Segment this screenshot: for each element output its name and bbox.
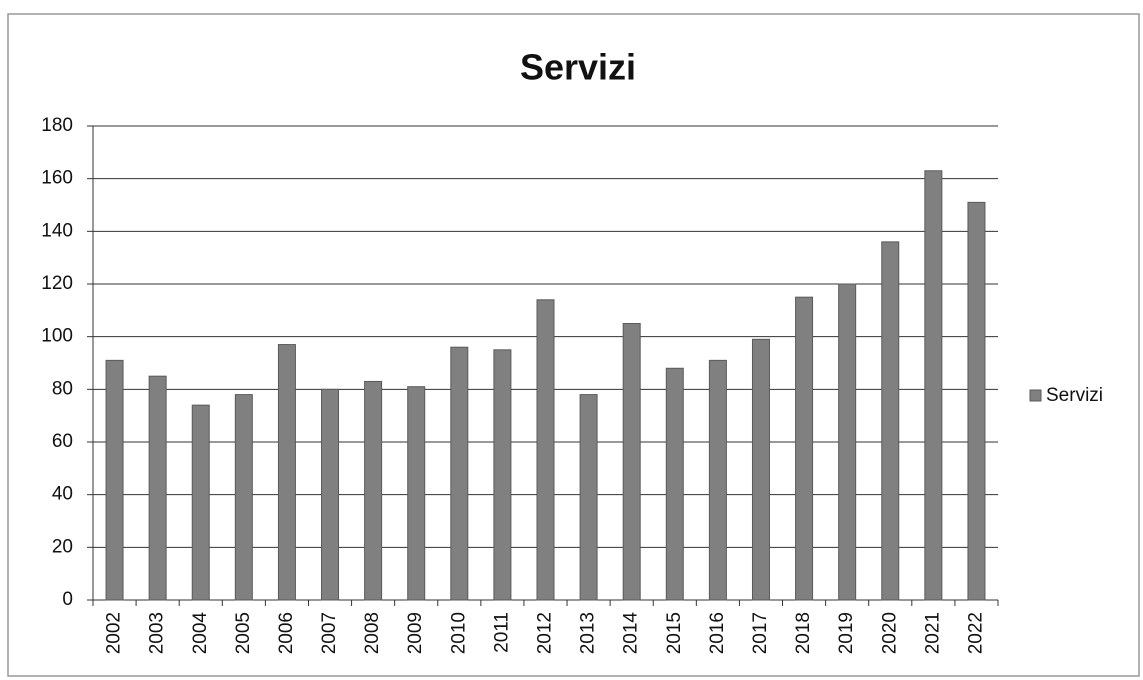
bar — [924, 170, 943, 601]
bar — [536, 299, 555, 601]
legend-swatch — [1029, 389, 1042, 402]
y-tick-label: 80 — [52, 378, 73, 399]
chart-title: Servizi — [520, 47, 636, 88]
bar — [881, 241, 900, 601]
bar — [795, 296, 814, 601]
x-tick-label: 2004 — [190, 612, 211, 655]
x-tick-label: 2011 — [491, 612, 512, 653]
x-tick-label: 2006 — [276, 612, 297, 654]
bar — [708, 359, 727, 601]
bar — [321, 388, 340, 601]
bar — [751, 338, 770, 601]
bar — [450, 346, 469, 601]
x-tick-label: 2015 — [664, 612, 685, 654]
bar — [665, 367, 684, 601]
x-tick-label: 2009 — [405, 612, 426, 654]
x-tick-label: 2007 — [319, 612, 340, 654]
x-tick-label: 2013 — [578, 612, 599, 654]
bar — [407, 386, 426, 601]
x-tick-label: 2010 — [448, 612, 469, 654]
bar — [364, 380, 383, 601]
x-tick-label: 2019 — [836, 612, 857, 654]
bar — [838, 283, 857, 601]
y-tick-label: 60 — [52, 431, 73, 452]
x-tick-label: 2018 — [793, 612, 814, 654]
x-tick-label: 2002 — [104, 612, 125, 654]
y-tick-label: 0 — [62, 589, 73, 610]
x-tick-label: 2005 — [233, 612, 254, 654]
x-tick-label: 2022 — [965, 612, 986, 654]
bar — [191, 404, 210, 601]
x-tick-label: 2014 — [621, 612, 642, 655]
y-tick-label: 180 — [41, 115, 73, 136]
y-tick-label: 20 — [52, 536, 73, 557]
legend-label: Servizi — [1046, 385, 1103, 406]
y-tick-label: 140 — [41, 220, 73, 241]
x-tick-label: 2016 — [707, 612, 728, 654]
x-tick-label: 2017 — [750, 612, 771, 654]
bar — [277, 344, 296, 601]
x-tick-label: 2003 — [147, 612, 168, 654]
x-tick-label: 2021 — [922, 612, 943, 654]
bar — [579, 394, 598, 601]
bar — [493, 349, 512, 601]
y-tick-label: 40 — [52, 484, 73, 505]
x-tick-label: 2008 — [362, 612, 383, 654]
x-tick-label: 2020 — [879, 612, 900, 654]
y-tick-label: 120 — [41, 273, 73, 294]
bar — [148, 375, 167, 601]
y-tick-label: 160 — [41, 168, 73, 189]
bar — [234, 394, 253, 601]
bar — [105, 359, 124, 601]
bar — [622, 323, 641, 601]
bar — [967, 201, 986, 601]
x-tick-label: 2012 — [535, 612, 556, 654]
y-tick-label: 100 — [41, 326, 73, 347]
